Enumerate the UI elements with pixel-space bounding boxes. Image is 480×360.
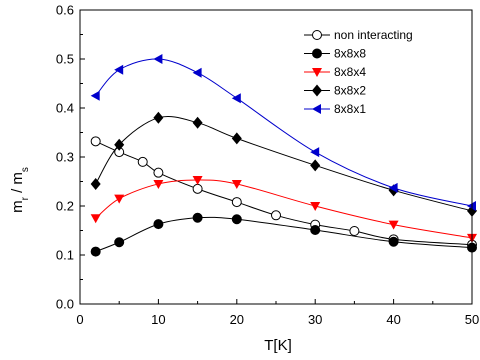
series-line-4 [95, 58, 473, 207]
data-point-2 [310, 202, 321, 211]
legend: non interacting 8x8x8 8x8x4 8x8x2 8x8x1 [304, 28, 413, 116]
data-point-1 [114, 237, 125, 248]
data-point-2 [153, 179, 164, 189]
data-point-0 [349, 225, 360, 236]
legend-label-4: 8x8x1 [334, 102, 366, 116]
series-markers [90, 54, 477, 257]
y-tick-label: 0.2 [56, 199, 74, 214]
y-tick-label: 0.4 [56, 101, 74, 116]
plot-frame [79, 9, 473, 305]
data-point-0 [137, 156, 148, 167]
legend-marker-3 [312, 84, 322, 97]
data-point-1 [388, 236, 399, 247]
series-lines [95, 58, 473, 253]
data-point-4 [114, 64, 124, 75]
series-line-2 [95, 179, 473, 239]
legend-marker-0 [312, 30, 322, 40]
y-axis-title-main: m [9, 200, 26, 213]
data-point-4 [388, 182, 398, 193]
data-point-1 [310, 225, 321, 236]
y-tick-label: 0.0 [56, 297, 74, 312]
data-point-4 [192, 67, 202, 78]
data-point-3 [192, 116, 203, 129]
data-point-3 [231, 132, 242, 145]
legend-marker-1 [312, 48, 322, 59]
x-tick-label: 40 [386, 312, 400, 327]
series-line-1 [95, 216, 473, 253]
legend-label-2: 8x8x4 [334, 65, 366, 79]
data-point-2 [388, 220, 399, 230]
data-point-0 [153, 167, 164, 178]
y-axis-title: mr / ms [9, 167, 31, 213]
x-tick-label: 50 [465, 312, 479, 327]
legend-label-3: 8x8x2 [334, 84, 366, 98]
data-point-1 [153, 219, 164, 230]
data-point-3 [114, 138, 125, 151]
y-tick-label: 0.6 [56, 3, 74, 18]
data-point-3 [90, 177, 101, 190]
y-axis-title-sub1: r [20, 196, 31, 200]
legend-label-0: non interacting [334, 28, 413, 42]
x-tick-label: 20 [230, 312, 244, 327]
data-point-2 [231, 179, 242, 189]
data-point-1 [231, 214, 242, 225]
legend-label-1: 8x8x8 [334, 47, 366, 61]
x-tick-label: 0 [76, 312, 83, 327]
series-line-0 [95, 140, 473, 246]
data-point-4 [153, 54, 163, 64]
y-tick-label: 0.5 [56, 52, 74, 67]
data-point-0 [192, 183, 203, 194]
y-axis-title-sep: / m [9, 172, 26, 197]
x-axis-title: T[K] [264, 337, 292, 354]
data-point-1 [90, 246, 101, 257]
y-tick-label: 0.1 [56, 248, 74, 263]
data-point-2 [114, 194, 125, 204]
data-point-2 [192, 176, 203, 186]
legend-marker-4 [312, 104, 321, 114]
data-point-2 [90, 214, 101, 224]
axes: 0 10 20 30 40 50 0.0 0.1 0.2 0.3 0.4 0.5 0.6 [56, 3, 479, 328]
y-axis-title-sub2: s [20, 167, 31, 172]
x-tick-label: 30 [308, 312, 322, 327]
data-point-3 [310, 159, 321, 172]
data-point-3 [153, 111, 164, 124]
data-point-0 [231, 197, 242, 208]
data-point-0 [90, 136, 101, 147]
data-point-0 [271, 210, 281, 221]
data-point-4 [231, 93, 241, 104]
data-point-4 [90, 90, 100, 101]
data-point-4 [310, 147, 320, 158]
x-tick-label: 10 [151, 312, 165, 327]
legend-marker-2 [312, 68, 322, 77]
data-point-1 [192, 212, 203, 223]
y-tick-label: 0.3 [56, 150, 74, 165]
